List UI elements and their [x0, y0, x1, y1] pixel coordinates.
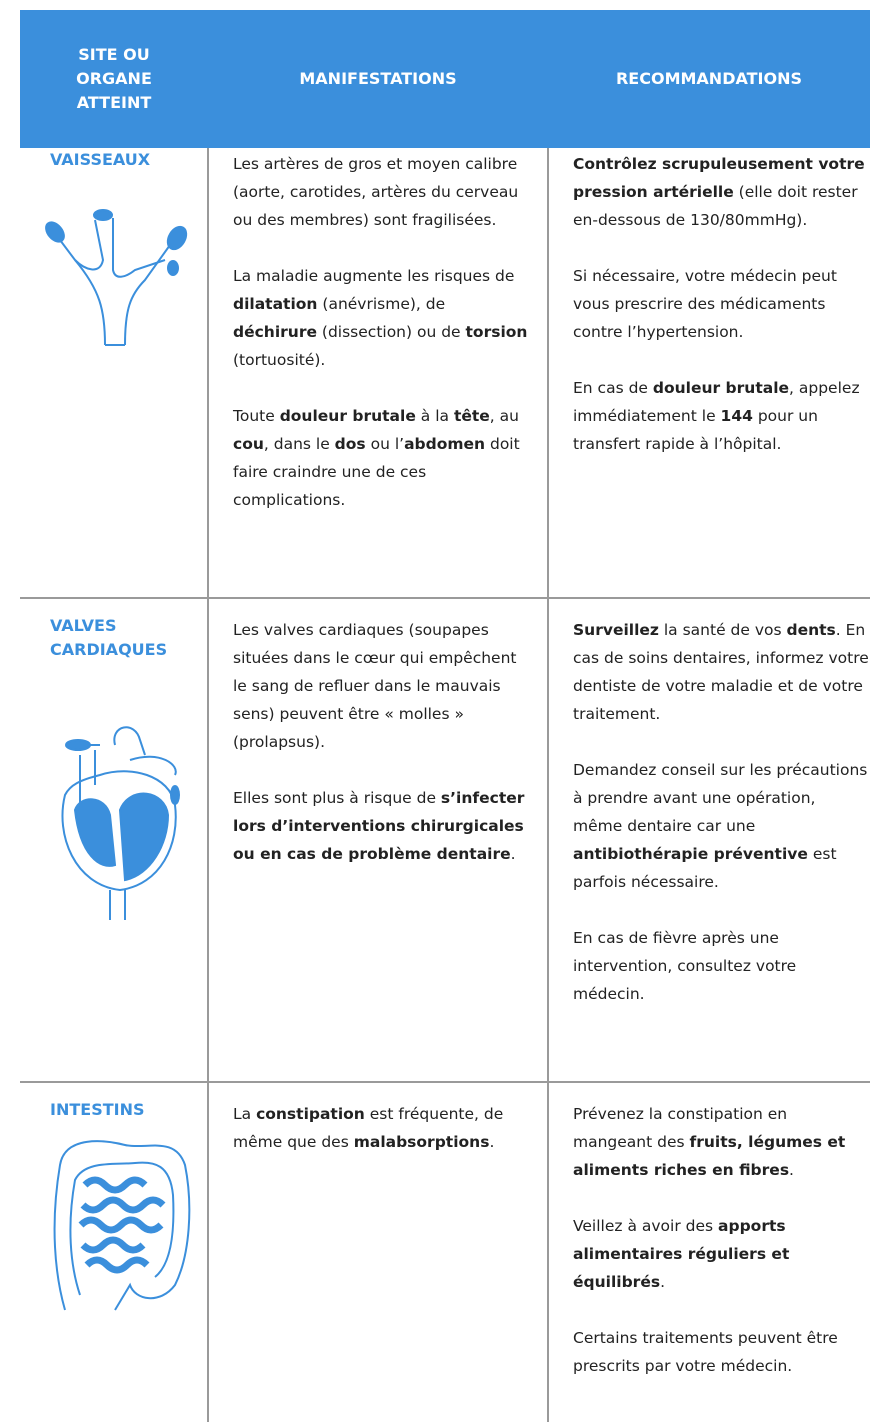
text-run: abdomen: [404, 435, 486, 453]
text-run: constipation: [256, 1105, 365, 1123]
paragraph: La constipation est fréquente, de même q…: [233, 1100, 533, 1156]
text-run: tête: [453, 407, 490, 425]
text-run: Les artères de gros et moyen calibre (ao…: [233, 155, 519, 229]
text-run: .: [789, 1161, 794, 1179]
heart-icon: [61, 726, 180, 920]
text-run: Contrôlez scrupuleusement votre pression…: [573, 155, 865, 201]
header-cell: SITE OU ORGANE ATTEINT: [20, 10, 208, 148]
text-run: antibiothérapie préventive: [573, 845, 808, 863]
text-run: La: [233, 1105, 257, 1123]
text-run: (tortuosité).: [233, 351, 326, 369]
text-run: doit faire craindre une de ces complicat…: [233, 435, 520, 509]
manifestations-cell: La constipation est fréquente, de même q…: [233, 1100, 533, 1184]
text-run: apports alimentaires réguliers et équili…: [573, 1217, 790, 1291]
row-separator: [20, 597, 870, 599]
paragraph: Certains traitements peuvent être prescr…: [573, 1324, 869, 1380]
text-run: cou: [233, 435, 264, 453]
header-cell: MANIFESTATIONS: [208, 10, 548, 148]
text-run: , dans le: [263, 435, 335, 453]
recommandations-cell: Contrôlez scrupuleusement votre pression…: [573, 150, 869, 486]
text-run: pour un transfert rapide à l’hôpital.: [573, 407, 818, 453]
text-run: Elles sont plus à risque de: [233, 789, 441, 807]
text-run: Prévenez la constipation en mangeant des: [573, 1105, 788, 1151]
text-run: est fréquente, de même que des: [233, 1105, 504, 1151]
text-run: s’infecter lors d’interventions chirurgi…: [233, 789, 525, 863]
text-run: . En cas de soins dentaires, informez vo…: [573, 621, 869, 723]
text-run: , appelez immédiatement le: [573, 379, 860, 425]
header-band: [20, 10, 870, 148]
header-text: RECOMMANDATIONS: [615, 69, 802, 88]
text-run: torsion: [465, 323, 528, 341]
paragraph: En cas de douleur brutale, appelez imméd…: [573, 374, 869, 458]
text-run: , au: [489, 407, 519, 425]
recommandations-cell: Prévenez la constipation en mangeant des…: [573, 1100, 869, 1408]
paragraph: Prévenez la constipation en mangeant des…: [573, 1100, 869, 1184]
vessel-icon: [45, 209, 188, 346]
text-run: à la: [415, 407, 454, 425]
header-cell: RECOMMANDATIONS: [548, 10, 870, 148]
paragraph: Elles sont plus à risque de s’infecter l…: [233, 784, 533, 868]
site-label: VAISSEAUX: [50, 150, 151, 169]
paragraph: Surveillez la santé de vos dents. En cas…: [573, 616, 869, 728]
text-run: (dissection) ou de: [316, 323, 466, 341]
paragraph: Les valves cardiaques (soupapes situées …: [233, 616, 533, 756]
header-text: SITE OU ORGANE ATTEINT: [76, 45, 152, 112]
text-run: douleur brutale: [652, 379, 790, 397]
text-run: Certains traitements peuvent être prescr…: [573, 1329, 838, 1375]
site-label: INTESTINS: [50, 1100, 145, 1119]
paragraph: Contrôlez scrupuleusement votre pression…: [573, 150, 869, 234]
paragraph: Si nécessaire, votre médecin peut vous p…: [573, 262, 869, 346]
text-run: fruits, légumes et aliments riches en fi…: [573, 1133, 846, 1179]
site-label: VALVES CARDIAQUES: [50, 616, 168, 659]
text-run: .: [510, 845, 516, 863]
paragraph: Toute douleur brutale à la tête, au cou,…: [233, 402, 533, 514]
header-text: MANIFESTATIONS: [299, 69, 457, 88]
text-run: En cas de: [573, 379, 653, 397]
text-run: Si nécessaire, votre médecin peut vous p…: [573, 267, 837, 341]
text-run: dilatation: [233, 295, 318, 313]
manifestations-cell: Les artères de gros et moyen calibre (ao…: [233, 150, 533, 542]
text-run: (elle doit rester en-dessous de 130/80mm…: [573, 183, 858, 229]
text-run: 144: [720, 407, 753, 425]
paragraph: Veillez à avoir des apports alimentaires…: [573, 1212, 869, 1296]
text-run: Demandez conseil sur les précautions à p…: [573, 761, 868, 835]
text-run: Veillez à avoir des: [573, 1217, 719, 1235]
paragraph: Les artères de gros et moyen calibre (ao…: [233, 150, 533, 234]
text-run: déchirure: [233, 323, 317, 341]
text-run: douleur brutale: [279, 407, 416, 425]
manifestations-cell: Les valves cardiaques (soupapes situées …: [233, 616, 533, 896]
text-run: malabsorptions: [353, 1133, 490, 1151]
text-run: .: [660, 1273, 665, 1291]
text-run: la santé de vos: [658, 621, 787, 639]
paragraph: Demandez conseil sur les précautions à p…: [573, 756, 869, 896]
column-separator: [547, 148, 549, 1422]
intestine-icon: [53, 1140, 191, 1311]
paragraph: La maladie augmente les risques de dilat…: [233, 262, 533, 374]
text-run: (anévrisme), de: [317, 295, 446, 313]
paragraph: En cas de fièvre après une intervention,…: [573, 924, 869, 1008]
text-run: En cas de fièvre après une intervention,…: [573, 929, 797, 1003]
text-run: .: [489, 1133, 495, 1151]
column-separator: [207, 148, 209, 1422]
text-run: La maladie augmente les risques de: [233, 267, 515, 285]
text-run: ou l’: [365, 435, 405, 453]
text-run: dents: [786, 621, 836, 639]
text-run: Les valves cardiaques (soupapes situées …: [233, 621, 517, 751]
row-separator: [20, 1081, 870, 1083]
recommandations-cell: Surveillez la santé de vos dents. En cas…: [573, 616, 869, 1036]
text-run: Toute: [233, 407, 280, 425]
text-run: Surveillez: [573, 621, 659, 639]
text-run: est parfois nécessaire.: [573, 845, 837, 891]
text-run: dos: [334, 435, 366, 453]
